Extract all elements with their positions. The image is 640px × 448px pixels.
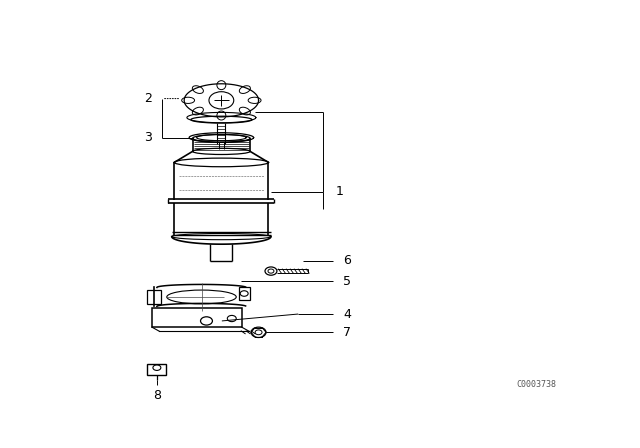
Text: 8: 8: [153, 389, 161, 402]
Text: 5: 5: [343, 275, 351, 288]
Bar: [147, 290, 161, 304]
Bar: [239, 287, 250, 300]
Text: 4: 4: [343, 307, 351, 320]
Bar: [147, 364, 166, 375]
Text: 3: 3: [144, 131, 152, 144]
Bar: [152, 308, 242, 327]
Text: C0003738: C0003738: [516, 380, 556, 389]
Text: 2: 2: [144, 92, 152, 105]
Text: 7: 7: [343, 326, 351, 339]
Text: 1: 1: [335, 185, 343, 198]
Text: 6: 6: [343, 254, 351, 267]
